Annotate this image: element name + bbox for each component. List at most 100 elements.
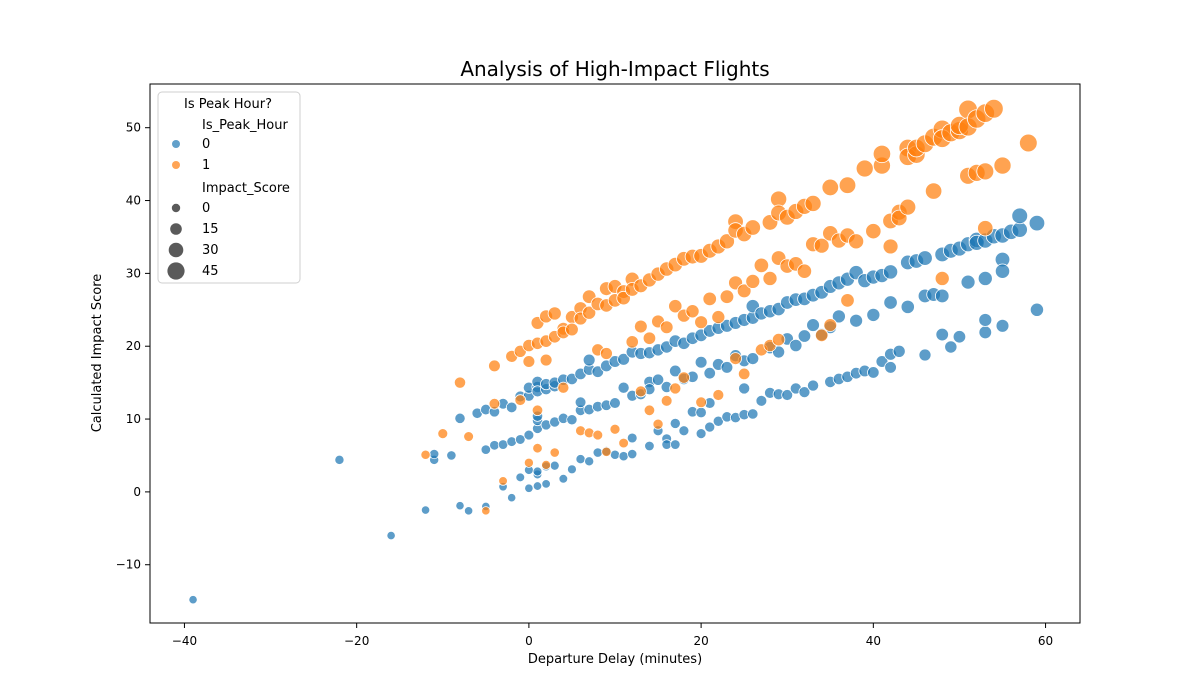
legend-size-title: Impact_Score: [202, 181, 290, 196]
x-tick-label-1: −20: [344, 634, 369, 648]
data-point-series-0-170: [892, 344, 906, 358]
data-point-series-0-94: [670, 439, 681, 450]
data-point-series-1-42: [601, 446, 612, 457]
data-point-series-0-97: [678, 425, 690, 437]
data-point-series-1-13: [523, 457, 534, 468]
data-point-series-0-202: [1029, 302, 1044, 317]
data-point-series-0-182: [944, 340, 958, 354]
data-point-series-1-57: [643, 404, 656, 417]
legend: Is Peak Hour? Is_Peak_Hour 0 1 Impact_Sc…: [157, 91, 301, 284]
data-point-series-0-38: [532, 466, 543, 477]
data-point-series-0-163: [867, 366, 880, 379]
points-layer: [188, 99, 1046, 605]
data-point-series-0-176: [918, 348, 932, 362]
data-point-series-0-200: [1011, 207, 1029, 225]
data-point-series-0-136: [781, 389, 794, 401]
data-point-series-0-157: [849, 313, 864, 328]
data-point-series-0-102: [694, 355, 708, 369]
data-point-series-0-196: [994, 263, 1011, 279]
data-point-series-1-79: [712, 389, 725, 401]
data-point-series-1-27: [557, 381, 570, 394]
data-point-series-0-43: [541, 479, 551, 489]
legend-size-0-label: 0: [202, 201, 210, 216]
data-point-series-0-73: [618, 451, 629, 462]
legend-size-3-label: 45: [202, 264, 219, 279]
data-point-series-1-110: [821, 178, 839, 197]
data-point-series-1-69: [677, 371, 691, 384]
data-point-series-0-85: [651, 373, 665, 386]
data-point-series-0-124: [746, 352, 760, 365]
data-point-series-1-2: [453, 376, 467, 389]
data-point-series-0-184: [952, 330, 967, 344]
data-point-series-1-85: [729, 352, 742, 365]
data-point-series-1-63: [660, 395, 673, 407]
data-point-series-1-87: [736, 283, 752, 299]
data-point-series-1-106: [804, 194, 822, 212]
data-point-series-1-81: [719, 289, 735, 304]
data-point-series-1-78: [711, 310, 726, 325]
data-point-series-1-16: [532, 442, 543, 454]
data-point-series-0-15: [489, 440, 500, 451]
legend-title: Is Peak Hour?: [184, 97, 272, 112]
data-point-series-1-1: [437, 428, 449, 439]
data-point-series-0-104: [695, 428, 707, 439]
data-point-series-0-93: [669, 417, 681, 429]
data-point-series-1-60: [652, 418, 664, 430]
data-point-series-0-5: [429, 448, 440, 460]
data-point-series-0-62: [591, 365, 605, 378]
data-point-series-0-47: [549, 460, 560, 471]
data-point-series-0-165: [875, 355, 889, 368]
data-point-series-1-5: [488, 359, 501, 373]
data-point-series-0-1: [334, 454, 345, 465]
data-point-series-0-180: [934, 288, 950, 304]
data-point-series-0-27: [523, 429, 535, 441]
x-tick-label-3: 20: [693, 634, 708, 648]
data-point-series-0-172: [900, 299, 915, 314]
data-point-series-0-186: [960, 274, 976, 290]
data-point-series-0-125: [747, 408, 759, 420]
data-point-series-0-127: [755, 395, 768, 407]
data-point-series-1-4: [481, 506, 491, 516]
y-tick-label-3: 20: [126, 339, 141, 353]
data-point-series-0-162: [866, 307, 881, 322]
data-point-series-0-201: [1028, 214, 1046, 232]
data-point-series-0-92: [669, 364, 682, 378]
data-point-series-0-57: [574, 396, 587, 409]
legend-hue-1-label: 1: [202, 158, 210, 173]
y-tick-label-6: 50: [126, 121, 141, 135]
data-point-series-1-76: [702, 291, 717, 307]
data-point-series-1-73: [694, 315, 708, 330]
data-point-series-0-145: [807, 379, 820, 392]
data-point-series-1-6: [488, 397, 501, 410]
data-point-series-0-53: [567, 464, 577, 475]
legend-size-0-marker: [171, 203, 181, 213]
data-point-series-0-83: [644, 440, 655, 452]
data-point-series-0-192: [977, 271, 993, 286]
data-point-series-0-61: [584, 456, 595, 467]
legend-hue-title: Is_Peak_Hour: [202, 118, 288, 133]
data-point-series-1-38: [592, 429, 604, 441]
data-point-series-0-70: [609, 449, 621, 460]
data-point-series-1-132: [924, 182, 943, 200]
data-point-series-0-36: [532, 481, 543, 491]
data-point-series-1-89: [744, 219, 761, 236]
data-point-series-0-19: [505, 401, 518, 414]
y-tick-label-5: 40: [126, 194, 141, 208]
data-point-series-1-91: [753, 257, 770, 274]
data-point-series-0-144: [806, 318, 820, 332]
y-tick-label-0: −10: [116, 558, 141, 572]
data-point-series-0-64: [592, 447, 603, 458]
data-point-series-1-47: [616, 290, 631, 306]
y-tick-label-1: 0: [133, 485, 141, 499]
legend-size-1-marker: [170, 223, 182, 235]
data-point-series-1-108: [813, 237, 830, 254]
data-point-series-0-167: [883, 295, 898, 310]
y-axis-label: Calculated Impact Score: [90, 274, 105, 433]
data-point-series-1-34: [582, 305, 597, 320]
data-point-series-0-6: [446, 450, 457, 461]
data-point-series-0-174: [917, 250, 933, 266]
data-point-series-0-103: [695, 406, 707, 419]
data-point-series-0-60: [582, 353, 596, 367]
data-point-series-1-7: [498, 476, 508, 486]
data-point-series-0-142: [798, 386, 811, 399]
